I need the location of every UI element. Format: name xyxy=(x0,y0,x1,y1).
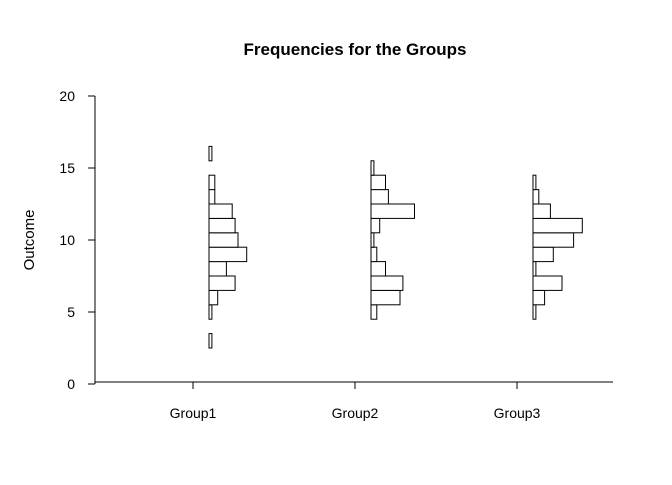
y-tick-label: 20 xyxy=(59,88,75,104)
y-tick-label: 15 xyxy=(59,160,75,176)
histogram-bar xyxy=(532,275,563,291)
histogram-bar xyxy=(208,189,216,205)
histogram-bar xyxy=(370,304,378,320)
histogram-bar xyxy=(532,304,537,320)
histogram-bar xyxy=(208,174,216,191)
histogram-bar xyxy=(370,217,381,234)
histogram-bar xyxy=(532,232,575,248)
histogram-bar xyxy=(532,189,540,205)
histogram-bar xyxy=(370,189,389,205)
histogram-bar xyxy=(370,160,375,176)
x-tick-label: Group1 xyxy=(170,405,217,421)
histogram-bar xyxy=(532,174,537,191)
histogram-bar xyxy=(208,304,213,320)
x-tick-label: Group2 xyxy=(332,405,379,421)
x-axis: Group1 Group2 Group3 xyxy=(95,381,613,421)
histogram-bar xyxy=(208,232,239,248)
histogram-bar xyxy=(370,203,415,219)
histogram-bar xyxy=(532,261,537,277)
histogram-bar xyxy=(532,289,546,306)
group-histogram-1 xyxy=(208,145,248,349)
histogram-bar xyxy=(208,275,236,291)
y-axis-label: Outcome xyxy=(21,210,38,271)
group-histogram-2 xyxy=(370,160,415,320)
histogram-bar xyxy=(370,289,401,306)
group-histogram-3 xyxy=(532,174,583,320)
histogram-bar xyxy=(532,246,554,263)
histogram-bar xyxy=(532,217,583,234)
histogram-bar xyxy=(370,174,386,191)
histogram-bar xyxy=(208,217,236,234)
histogram-bar xyxy=(370,232,375,248)
histogram-bar xyxy=(370,275,404,291)
y-tick-label: 10 xyxy=(59,232,75,248)
histogram-bar xyxy=(208,145,213,162)
histogram-bar xyxy=(208,289,219,306)
y-axis: 0 5 10 15 20 xyxy=(59,88,96,392)
histogram-bar xyxy=(208,261,227,277)
chart-title: Frequencies for the Groups xyxy=(244,40,467,59)
histogram-bar xyxy=(208,246,248,263)
histogram-bar xyxy=(370,261,386,277)
histogram-bar xyxy=(208,203,233,219)
histogram-bar xyxy=(370,246,378,263)
histogram-bar xyxy=(532,203,551,219)
y-tick-label: 5 xyxy=(67,304,75,320)
histogram-bar xyxy=(208,333,213,349)
histogram-bars xyxy=(208,145,583,349)
y-tick-label: 0 xyxy=(67,376,75,392)
x-tick-label: Group3 xyxy=(494,405,541,421)
